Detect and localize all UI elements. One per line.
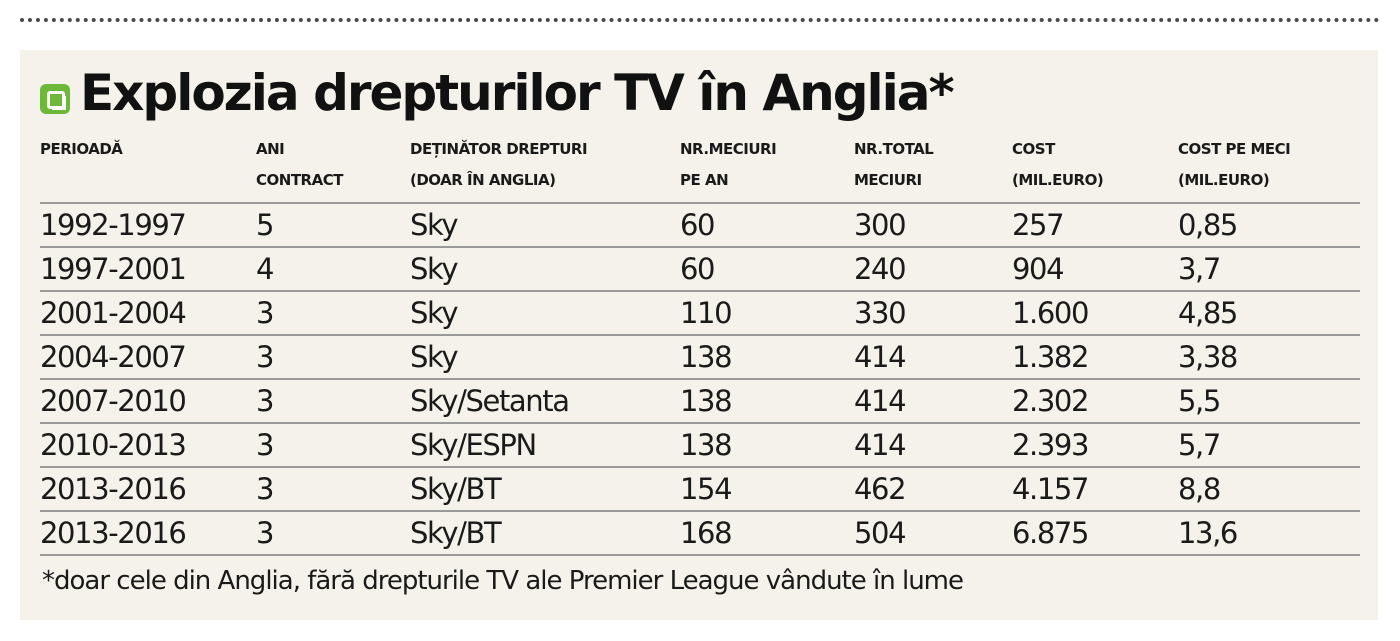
- cell-detinator: Sky/BT: [410, 467, 680, 512]
- cell-perioada: 2007-2010: [40, 379, 256, 424]
- header-ani-contract: ANI CONTRACT: [256, 134, 410, 204]
- cell-cost-pe-meci: 0,85: [1178, 203, 1360, 248]
- cell-total-meciuri: 462: [854, 467, 1012, 512]
- cell-total-meciuri: 414: [854, 379, 1012, 424]
- cell-cost: 904: [1012, 247, 1178, 292]
- table-row: 1997-2001 4 Sky 60 240 904 3,7: [40, 247, 1360, 292]
- dotted-separator: [20, 18, 1380, 22]
- cell-cost-pe-meci: 13,6: [1178, 511, 1360, 556]
- cell-meciuri-an: 60: [680, 203, 854, 248]
- cell-cost: 6.875: [1012, 511, 1178, 556]
- cell-meciuri-an: 138: [680, 335, 854, 380]
- cell-perioada: 2013-2016: [40, 467, 256, 512]
- cell-cost: 2.393: [1012, 423, 1178, 468]
- table-row: 2007-2010 3 Sky/Setanta 138 414 2.302 5,…: [40, 379, 1360, 424]
- cell-detinator: Sky: [410, 335, 680, 380]
- header-cost-pe-meci: COST PE MECI (MIL.EURO): [1178, 134, 1360, 204]
- cell-total-meciuri: 504: [854, 511, 1012, 556]
- header-meciuri-pe-an: NR.MECIURI PE AN: [680, 134, 854, 204]
- table-row: 2001-2004 3 Sky 110 330 1.600 4,85: [40, 291, 1360, 336]
- cell-ani: 3: [256, 335, 410, 380]
- cell-cost-pe-meci: 5,5: [1178, 379, 1360, 424]
- tv-rights-table: PERIOADĂ ANI CONTRACT DEȚINĂTOR DREPTURI…: [40, 134, 1360, 556]
- cell-perioada: 2010-2013: [40, 423, 256, 468]
- table-row: 2004-2007 3 Sky 138 414 1.382 3,38: [40, 335, 1360, 380]
- cell-meciuri-an: 60: [680, 247, 854, 292]
- cell-ani: 3: [256, 379, 410, 424]
- cell-cost: 1.382: [1012, 335, 1178, 380]
- header-line: NR.TOTAL: [854, 140, 934, 158]
- cell-detinator: Sky: [410, 203, 680, 248]
- table-row: 2013-2016 3 Sky/BT 154 462 4.157 8,8: [40, 467, 1360, 512]
- cell-meciuri-an: 138: [680, 379, 854, 424]
- cell-cost-pe-meci: 3,38: [1178, 335, 1360, 380]
- footnote: *doar cele din Anglia, fără drepturile T…: [42, 566, 964, 596]
- header-line: (MIL.EURO): [1178, 171, 1270, 189]
- cell-perioada: 2004-2007: [40, 335, 256, 380]
- header-line: (MIL.EURO): [1012, 171, 1104, 189]
- cell-cost: 2.302: [1012, 379, 1178, 424]
- cell-ani: 3: [256, 467, 410, 512]
- cell-detinator: Sky/ESPN: [410, 423, 680, 468]
- header-line: ANI: [256, 140, 285, 158]
- infographic-panel: Explozia drepturilor TV în Anglia* PERIO…: [20, 50, 1378, 620]
- cell-cost-pe-meci: 8,8: [1178, 467, 1360, 512]
- cell-perioada: 2001-2004: [40, 291, 256, 336]
- header-line: NR.MECIURI: [680, 140, 777, 158]
- cell-total-meciuri: 330: [854, 291, 1012, 336]
- cell-total-meciuri: 414: [854, 335, 1012, 380]
- cell-meciuri-an: 110: [680, 291, 854, 336]
- cell-detinator: Sky/BT: [410, 511, 680, 556]
- cell-ani: 5: [256, 203, 410, 248]
- header-perioada: PERIOADĂ: [40, 134, 256, 204]
- cell-cost-pe-meci: 5,7: [1178, 423, 1360, 468]
- arrow-box-icon: [40, 84, 70, 114]
- cell-ani: 4: [256, 247, 410, 292]
- header-line: (DOAR ÎN ANGLIA): [410, 171, 556, 189]
- cell-perioada: 1997-2001: [40, 247, 256, 292]
- header-line: PERIOADĂ: [40, 140, 123, 158]
- cell-ani: 3: [256, 423, 410, 468]
- cell-detinator: Sky: [410, 291, 680, 336]
- header-line: PE AN: [680, 171, 729, 189]
- cell-detinator: Sky/Setanta: [410, 379, 680, 424]
- cell-ani: 3: [256, 291, 410, 336]
- table-row: 2013-2016 3 Sky/BT 168 504 6.875 13,6: [40, 511, 1360, 556]
- header-line: DEȚINĂTOR DREPTURI: [410, 140, 588, 158]
- table-header-row: PERIOADĂ ANI CONTRACT DEȚINĂTOR DREPTURI…: [40, 134, 1360, 204]
- cell-ani: 3: [256, 511, 410, 556]
- header-line: CONTRACT: [256, 171, 343, 189]
- cell-meciuri-an: 138: [680, 423, 854, 468]
- table-row: 2010-2013 3 Sky/ESPN 138 414 2.393 5,7: [40, 423, 1360, 468]
- header-cost: COST (MIL.EURO): [1012, 134, 1178, 204]
- header-line: COST PE MECI: [1178, 140, 1291, 158]
- cell-meciuri-an: 154: [680, 467, 854, 512]
- cell-cost-pe-meci: 3,7: [1178, 247, 1360, 292]
- cell-total-meciuri: 300: [854, 203, 1012, 248]
- header-line: COST: [1012, 140, 1055, 158]
- cell-cost-pe-meci: 4,85: [1178, 291, 1360, 336]
- cell-cost: 1.600: [1012, 291, 1178, 336]
- header-total-meciuri: NR.TOTAL MECIURI: [854, 134, 1012, 204]
- cell-total-meciuri: 240: [854, 247, 1012, 292]
- cell-meciuri-an: 168: [680, 511, 854, 556]
- cell-total-meciuri: 414: [854, 423, 1012, 468]
- cell-cost: 257: [1012, 203, 1178, 248]
- table-row: 1992-1997 5 Sky 60 300 257 0,85: [40, 203, 1360, 248]
- cell-cost: 4.157: [1012, 467, 1178, 512]
- header-detinator: DEȚINĂTOR DREPTURI (DOAR ÎN ANGLIA): [410, 134, 680, 204]
- cell-detinator: Sky: [410, 247, 680, 292]
- page-title: Explozia drepturilor TV în Anglia*: [80, 64, 955, 122]
- title-row: Explozia drepturilor TV în Anglia*: [40, 58, 955, 128]
- cell-perioada: 1992-1997: [40, 203, 256, 248]
- header-line: MECIURI: [854, 171, 922, 189]
- cell-perioada: 2013-2016: [40, 511, 256, 556]
